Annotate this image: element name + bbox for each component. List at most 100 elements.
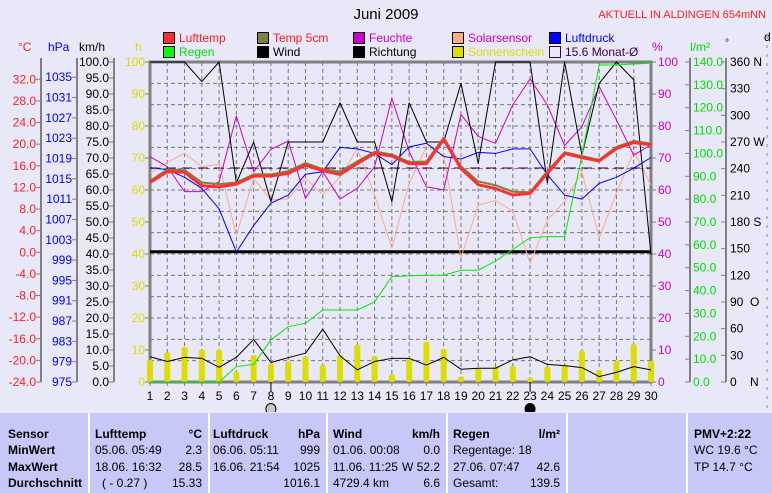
sun-tick-label: 20 — [132, 311, 146, 325]
legend-label: Feuchte — [369, 31, 413, 45]
rain-tick-label: 20.0 — [693, 329, 717, 343]
rain-tick-label: 40.0 — [693, 284, 717, 298]
legend-label: Temp 5cm — [273, 31, 329, 45]
rain-tick-label: 50.0 — [693, 261, 717, 275]
pressure-tick-label: 1007 — [45, 212, 72, 226]
wind-tick-label: 5.0 — [92, 359, 109, 373]
wind-tick-label: 70.0 — [86, 151, 110, 165]
x-tick-label: 15 — [385, 389, 399, 403]
wind-tick-label: 85.0 — [86, 103, 110, 117]
column-unit: °C — [188, 427, 202, 441]
column-unit: km/h — [411, 427, 440, 441]
pressure-tick-label: 1003 — [45, 233, 72, 247]
direction-tick-label: 210 — [730, 188, 750, 202]
legend-label: Lufttemp — [179, 31, 226, 45]
x-tick-label: 14 — [368, 389, 382, 403]
cell-value: 139.5 — [529, 476, 560, 490]
sunshine-bar — [388, 374, 395, 382]
full-moon-icon — [265, 403, 277, 412]
x-tick-label: 17 — [420, 389, 434, 403]
legend-item: Wind — [257, 45, 300, 59]
humidity-tick-label: 80 — [658, 119, 672, 133]
wind-tick-label: 35.0 — [86, 263, 110, 277]
x-tick-label: 20 — [472, 389, 486, 403]
sun-tick-label: 80 — [132, 119, 146, 133]
legend-swatch-icon — [452, 32, 464, 44]
sun-tick-label: 50 — [132, 215, 146, 229]
plot-frame — [148, 60, 653, 384]
legend-item: Regen — [163, 45, 214, 59]
sunshine-bar — [561, 365, 568, 382]
temp-tick-label: 8.0 — [19, 202, 36, 216]
humidity-tick-label: 60 — [658, 183, 672, 197]
sunshine-bar — [475, 368, 482, 382]
rain-tick-label: 140.0 — [693, 55, 723, 69]
pressure-tick-label: 991 — [52, 294, 72, 308]
new-moon-icon — [524, 403, 536, 412]
wind-tick-label: 100.0 — [79, 55, 109, 69]
sunshine-bar — [233, 371, 240, 382]
wind-tick-label: 20.0 — [86, 311, 110, 325]
cell-label: 27.06. 07:47 — [453, 460, 520, 474]
stats-column: Wind km/h 01.06. 00:08 0.0 11.06. 11:25 W 52.… — [328, 413, 448, 493]
temp-tick-label: 32.0 — [13, 72, 37, 86]
x-tick-label: 21 — [489, 389, 503, 403]
x-tick-label: 18 — [437, 389, 451, 403]
direction-tick-label: 300 — [730, 108, 750, 122]
legend-swatch-icon — [549, 46, 561, 58]
sunshine-bar — [337, 355, 344, 382]
cell-value: 28.5 — [178, 460, 202, 474]
wind-tick-label: 90.0 — [86, 87, 110, 101]
legend-swatch-icon — [452, 46, 464, 58]
rain-tick-label: 80.0 — [693, 192, 717, 206]
legend-label: Richtung — [369, 45, 417, 59]
sunshine-bar — [648, 360, 654, 382]
x-tick-label: 10 — [299, 389, 313, 403]
temp-tick-label: 12.0 — [13, 180, 37, 194]
cell-value: 999 — [299, 443, 320, 457]
humidity-tick-label: 100 — [658, 55, 678, 69]
sun-tick-label: 60 — [132, 183, 146, 197]
sunshine-bar — [492, 366, 499, 382]
pressure-tick-label: 1023 — [45, 131, 72, 145]
x-tick-label: 4 — [198, 389, 205, 403]
sun-tick-label: 100 — [125, 55, 145, 69]
wind-tick-label: 75.0 — [86, 135, 110, 149]
regen-line — [150, 62, 652, 383]
wind-unit: km/h — [79, 40, 106, 54]
x-tick-label: 6 — [233, 389, 240, 403]
humidity-tick-label: 0 — [658, 375, 665, 389]
rain-tick-label: 10.0 — [693, 352, 717, 366]
sunshine-bar — [285, 361, 292, 382]
station-label: AKTUELL IN ALDINGEN 654mNN — [598, 9, 766, 21]
sun-tick-label: 10 — [132, 343, 146, 357]
direction-tick-label: 240 — [730, 162, 750, 176]
sun-tick-label: 30 — [132, 279, 146, 293]
humidity-tick-label: 20 — [658, 311, 672, 325]
legend-item: Sonnenschein — [452, 45, 544, 59]
stats-column: Luftdruck hPa 06.06. 05:11 999 16.06. 21:54 1… — [208, 413, 328, 493]
sunshine-bar — [406, 358, 413, 382]
sun-tick-label: 70 — [132, 151, 146, 165]
pressure-tick-label: 999 — [52, 253, 72, 267]
rain-tick-label: 100.0 — [693, 146, 723, 160]
wind-tick-label: 65.0 — [86, 167, 110, 181]
x-tick-label: 22 — [506, 389, 520, 403]
stats-column: Lufttemp °C 05.06. 05:49 2.3 18.06. 16:32 28.… — [90, 413, 210, 493]
solarsensor-line — [149, 146, 652, 264]
direction-tick-label: 30 — [730, 348, 744, 362]
x-tick-label: 24 — [541, 389, 555, 403]
cell-label: 05.06. 05:49 — [95, 443, 162, 457]
legend-label: 15.6 Monat-Ø — [565, 45, 639, 59]
cell-value: 6.6 — [423, 476, 440, 490]
rain-tick-label: 70.0 — [693, 215, 717, 229]
wind-tick-label: 60.0 — [86, 183, 110, 197]
sunshine-bar — [147, 359, 153, 382]
wind-tick-label: 40.0 — [86, 247, 110, 261]
wind-line — [149, 328, 652, 378]
sunshine-bar — [544, 366, 551, 382]
legend-label: Sonnenschein — [468, 45, 545, 59]
temp-tick-label: 0.0 — [19, 245, 36, 259]
sunshine-bar — [371, 356, 378, 382]
stats-column: Regen l/m² Regentage: 18 27.06. 07:47 42.6 Ge… — [448, 413, 568, 493]
